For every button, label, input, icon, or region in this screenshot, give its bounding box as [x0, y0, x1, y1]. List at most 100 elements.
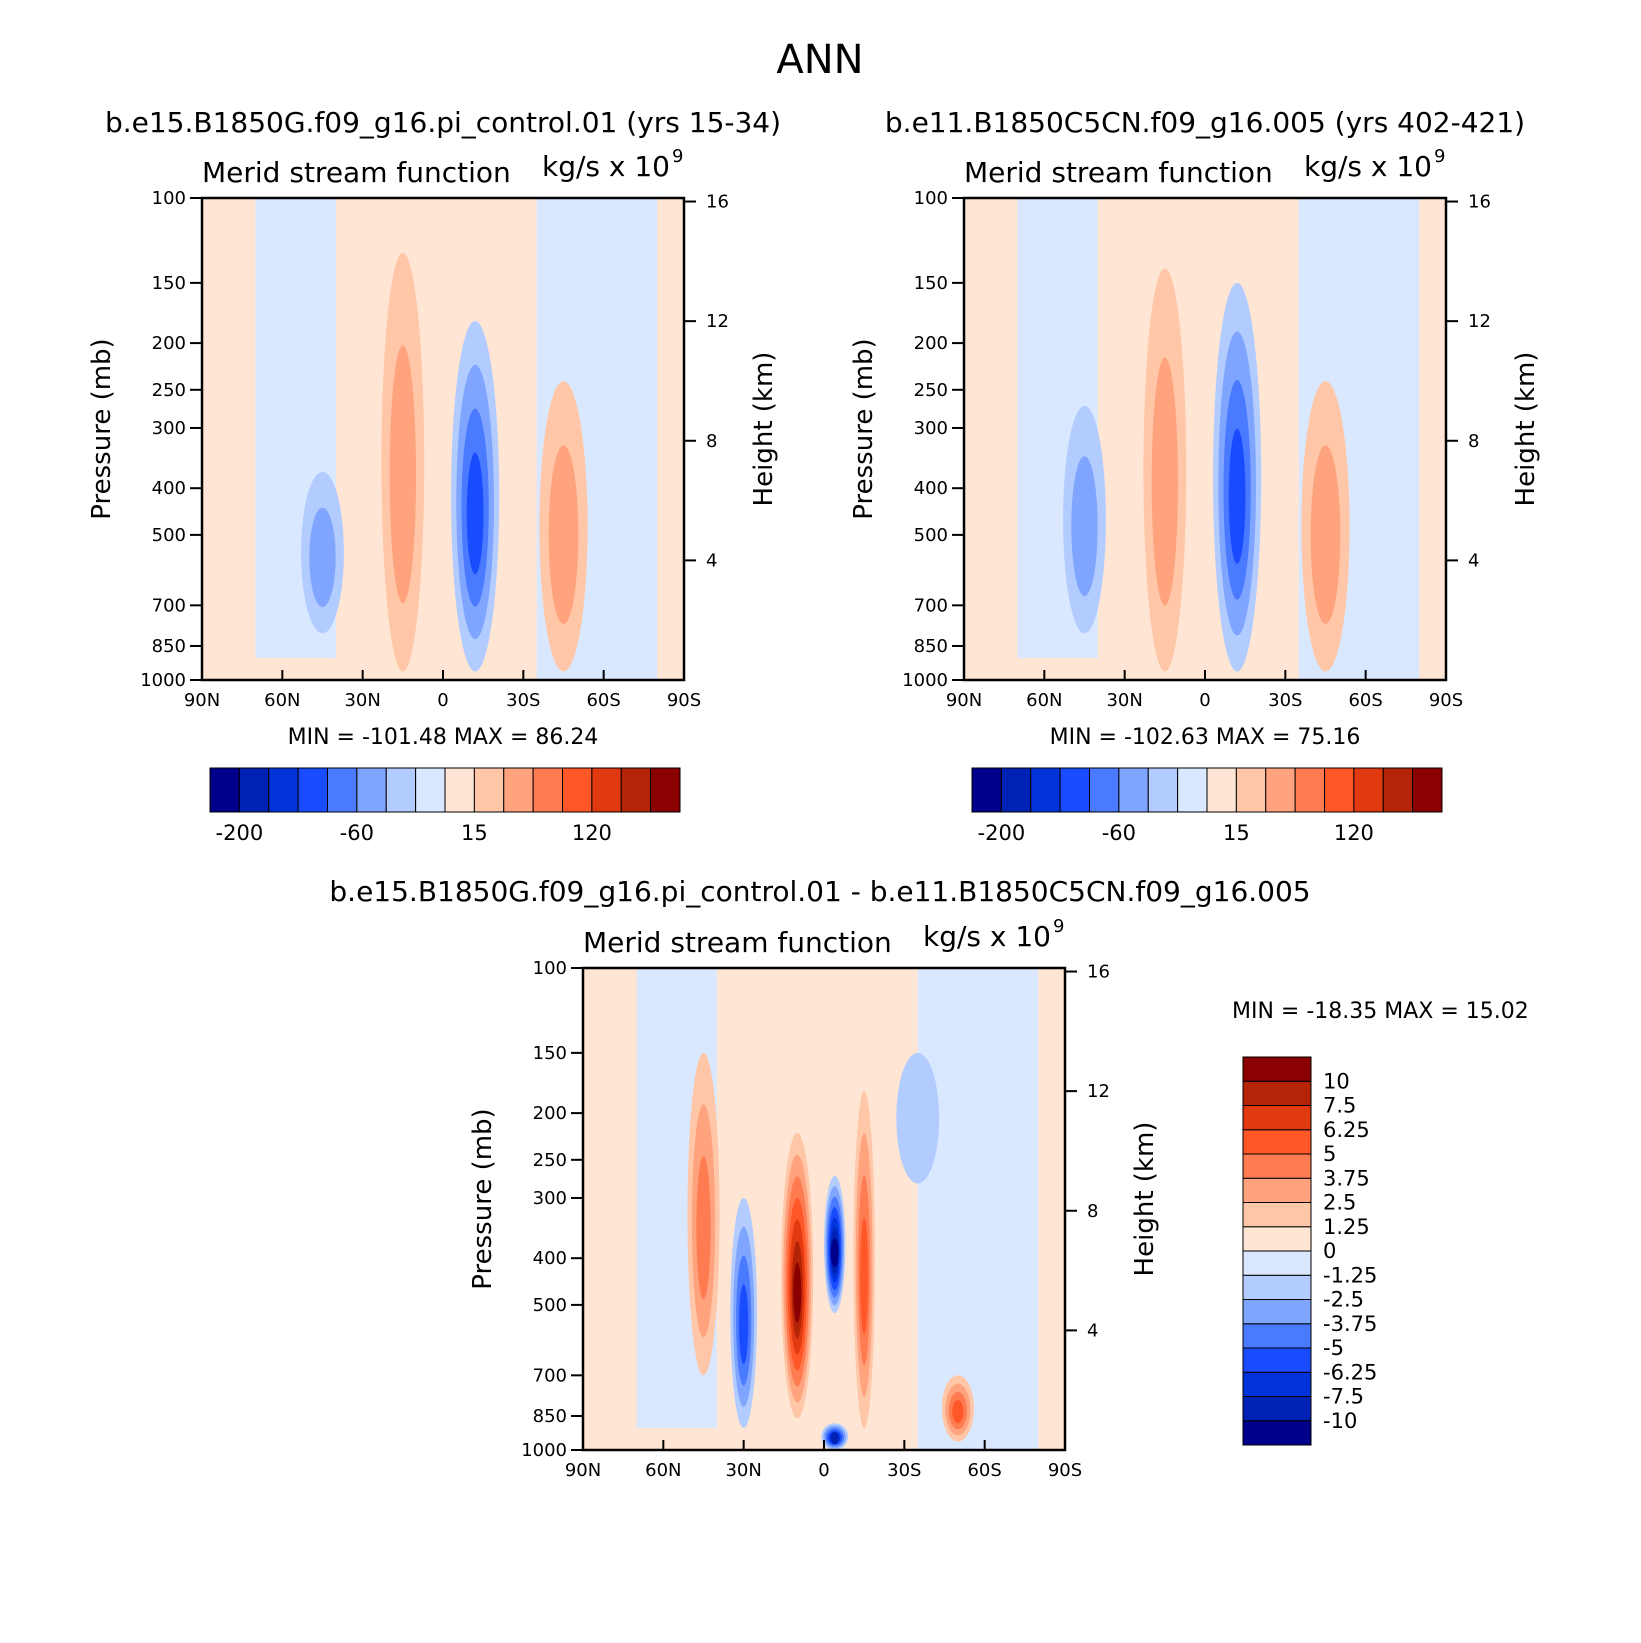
y2-tick-label: 8: [1468, 431, 1479, 452]
y-tick-label: 1000: [140, 670, 186, 691]
y2-tick-label: 4: [1468, 550, 1479, 571]
x-tick-label: 30S: [887, 1460, 921, 1481]
colorbar-swatch: [444, 767, 475, 813]
colorbar-swatch: [1294, 767, 1325, 813]
colorbar-label: 120: [572, 821, 612, 845]
x-tick-label: 30S: [1268, 690, 1302, 711]
colorbar-swatch: [473, 767, 505, 813]
colorbar-swatch: [1177, 767, 1208, 813]
colorbar-swatch: [562, 767, 593, 813]
y2-tick-label: 8: [706, 431, 717, 452]
panel-title: b.e15.B1850G.f09_g16.pi_control.01 - b.e…: [329, 875, 1310, 908]
colorbar-swatch: [1353, 767, 1384, 813]
contour-6-0: [896, 1052, 940, 1184]
y-axis-label: Pressure (mb): [849, 338, 879, 519]
y-axis-label: Pressure (mb): [468, 1108, 498, 1289]
colorbar-swatch: [1382, 767, 1414, 813]
contour-3-1: [1310, 445, 1341, 625]
colorbar-swatch: [1147, 767, 1179, 813]
contour-2-3: [466, 452, 484, 575]
colorbar-swatch: [385, 767, 417, 813]
x-tick-label: 60S: [586, 690, 620, 711]
y-tick-label: 500: [914, 525, 948, 546]
panels: b.e15.B1850G.f09_g16.pi_control.01 (yrs …: [87, 106, 1541, 1481]
colorbar-swatch: [238, 767, 270, 813]
y-tick-label: 250: [152, 380, 186, 401]
colorbar-label: -200: [216, 821, 264, 845]
y-tick-label: 300: [533, 1188, 567, 1209]
colorbar-swatch: [1242, 1371, 1312, 1397]
colorbar-swatch: [1265, 767, 1296, 813]
colorbar-swatch: [1242, 1347, 1312, 1373]
y-tick-label: 500: [152, 525, 186, 546]
x-tick-label: 30N: [1106, 690, 1142, 711]
y-tick-label: 100: [152, 188, 186, 209]
y-tick-label: 700: [533, 1365, 567, 1386]
min-label: MIN = -102.63 MAX = 75.16: [1050, 725, 1361, 750]
contour-7-3: [952, 1400, 964, 1424]
y2-axis-label: Height (km): [1511, 352, 1541, 507]
colorbar-swatch: [1242, 1420, 1312, 1446]
colorbar-swatch: [268, 767, 299, 813]
y2-axis-label: Height (km): [749, 352, 779, 507]
contour-1-1: [1151, 357, 1179, 606]
colorbar-label: 5: [1323, 1142, 1336, 1166]
colorbar-swatch: [1242, 1129, 1312, 1155]
panel-p2: b.e11.B1850C5CN.f09_g16.005 (yrs 402-421…: [849, 106, 1541, 845]
min-label: MIN = -101.48 MAX = 86.24: [288, 725, 599, 750]
y-tick-label: 200: [914, 333, 948, 354]
x-tick-label: 90S: [667, 690, 701, 711]
colorbar-swatch: [591, 767, 622, 813]
panel-p1: b.e15.B1850G.f09_g16.pi_control.01 (yrs …: [87, 106, 781, 845]
colorbar-swatch: [1030, 767, 1061, 813]
x-tick-label: 90S: [1048, 1460, 1082, 1481]
panel-subtitle-exponent: 9: [672, 146, 683, 167]
y-tick-label: 300: [152, 418, 186, 439]
x-tick-label: 30S: [506, 690, 540, 711]
panel-title: b.e15.B1850G.f09_g16.pi_control.01 (yrs …: [105, 106, 781, 139]
colorbar-label: 0: [1323, 1239, 1336, 1263]
y2-axis-label: Height (km): [1130, 1122, 1160, 1277]
colorbar-swatch: [620, 767, 652, 813]
contour-1-1: [389, 345, 417, 604]
colorbar-label: 1.25: [1323, 1215, 1370, 1239]
min-label: MIN = -18.35 MAX = 15.02: [1232, 999, 1529, 1024]
colorbar-label: -2.5: [1323, 1288, 1364, 1312]
colorbar-swatch: [1206, 767, 1237, 813]
colorbar-label: 2.5: [1323, 1191, 1356, 1215]
y-tick-label: 250: [914, 380, 948, 401]
y-tick-label: 1000: [521, 1440, 567, 1461]
y2-tick-label: 16: [1087, 962, 1110, 983]
colorbar-label: 3.75: [1323, 1166, 1370, 1190]
contour-2-6: [793, 1262, 802, 1323]
colorbar-swatch: [1242, 1202, 1312, 1228]
y-tick-label: 300: [914, 418, 948, 439]
panel-subtitle-left: Merid stream function: [583, 926, 892, 959]
y2-tick-label: 12: [1468, 311, 1491, 332]
x-tick-label: 30N: [725, 1460, 761, 1481]
colorbar-swatch: [1242, 1274, 1312, 1300]
y-tick-label: 700: [152, 595, 186, 616]
x-tick-label: 60N: [645, 1460, 681, 1481]
colorbar-swatch: [1118, 767, 1149, 813]
x-tick-label: 60N: [1026, 690, 1062, 711]
contour-5-3: [860, 1217, 869, 1335]
y2-tick-label: 12: [1087, 1081, 1110, 1102]
panel-p3: b.e15.B1850G.f09_g16.pi_control.01 - b.e…: [329, 875, 1528, 1481]
panel-subtitle-right: kg/s x 10: [923, 920, 1051, 953]
colorbar-swatch: [1000, 767, 1032, 813]
panel-subtitle-left: Merid stream function: [202, 156, 511, 189]
colorbar: 107.56.2553.752.51.250-1.25-2.5-3.75-5-6…: [1242, 1056, 1377, 1446]
y-tick-label: 150: [152, 273, 186, 294]
contour-4-5: [830, 1432, 839, 1445]
y2-tick-label: 8: [1087, 1201, 1098, 1222]
y2-tick-label: 16: [706, 192, 729, 213]
panel-subtitle-right: kg/s x 10: [542, 150, 670, 183]
y-tick-label: 1000: [902, 670, 948, 691]
y-tick-label: 100: [533, 958, 567, 979]
y-tick-label: 500: [533, 1295, 567, 1316]
field-zone-south: [917, 968, 1039, 1450]
x-tick-label: 0: [818, 1460, 829, 1481]
colorbar-swatch: [356, 767, 387, 813]
